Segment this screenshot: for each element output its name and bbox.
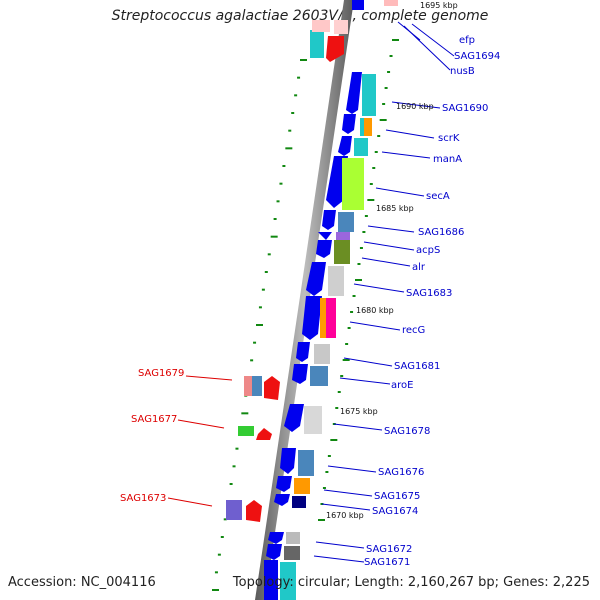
- genome-summary: Topology: circular; Length: 2,160,267 bp…: [232, 575, 590, 590]
- gene-label-sag1676: SAG1676: [378, 467, 424, 478]
- marker-1690: 1690 kbp: [396, 102, 434, 111]
- gene-label-sag1681: SAG1681: [394, 361, 440, 372]
- gene-label-sag1690: SAG1690: [442, 103, 488, 114]
- gene-label-nusb: nusB: [450, 66, 475, 77]
- gene-label-seca: secA: [426, 191, 450, 202]
- gene-label-sag1671: SAG1671: [364, 557, 410, 568]
- marker-1685: 1685 kbp: [376, 204, 414, 213]
- gene-label-efp: efp: [459, 35, 475, 46]
- gene-label-sag1675: SAG1675: [374, 491, 420, 502]
- gene-label-alr: alr: [412, 262, 426, 273]
- gene-label-mana: manA: [433, 154, 462, 165]
- position-markers: 1695 kbp 1690 kbp 1685 kbp 1680 kbp 1675…: [326, 1, 458, 520]
- forward-gene-labels: efp SAG1694 nusB SAG1690 scrK manA secA …: [364, 35, 500, 568]
- gene-label-recg: recG: [402, 325, 425, 336]
- gene-label-sag1672: SAG1672: [366, 544, 412, 555]
- gene-label-sag1694: SAG1694: [454, 51, 500, 62]
- marker-1695: 1695 kbp: [420, 1, 458, 10]
- gene-label-acps: acpS: [416, 245, 440, 256]
- gene-label-sag1678: SAG1678: [384, 426, 430, 437]
- gene-label-sag1677: SAG1677: [131, 414, 177, 425]
- accession-label: Accession: NC_004116: [8, 575, 156, 590]
- gene-label-aroe: aroE: [391, 380, 413, 391]
- map-title: Streptococcus agalactiae 2603V/R, comple…: [111, 8, 489, 24]
- marker-1670: 1670 kbp: [326, 511, 364, 520]
- marker-1675: 1675 kbp: [340, 407, 378, 416]
- forward-leader-lines: [313, 21, 455, 563]
- genome-backbone: [255, 0, 354, 600]
- marker-1680: 1680 kbp: [356, 306, 394, 315]
- gene-label-sag1673: SAG1673: [120, 493, 166, 504]
- gene-features: [226, 0, 398, 600]
- gene-label-sag1683: SAG1683: [406, 288, 452, 299]
- gene-label-sag1686: SAG1686: [418, 227, 464, 238]
- reverse-gene-labels: SAG1679 SAG1677 SAG1673: [120, 368, 184, 504]
- reverse-leader-lines: [167, 375, 233, 507]
- gene-label-sag1679: SAG1679: [138, 368, 184, 379]
- gene-label-scrk: scrK: [438, 133, 460, 144]
- gene-label-sag1674: SAG1674: [372, 506, 418, 517]
